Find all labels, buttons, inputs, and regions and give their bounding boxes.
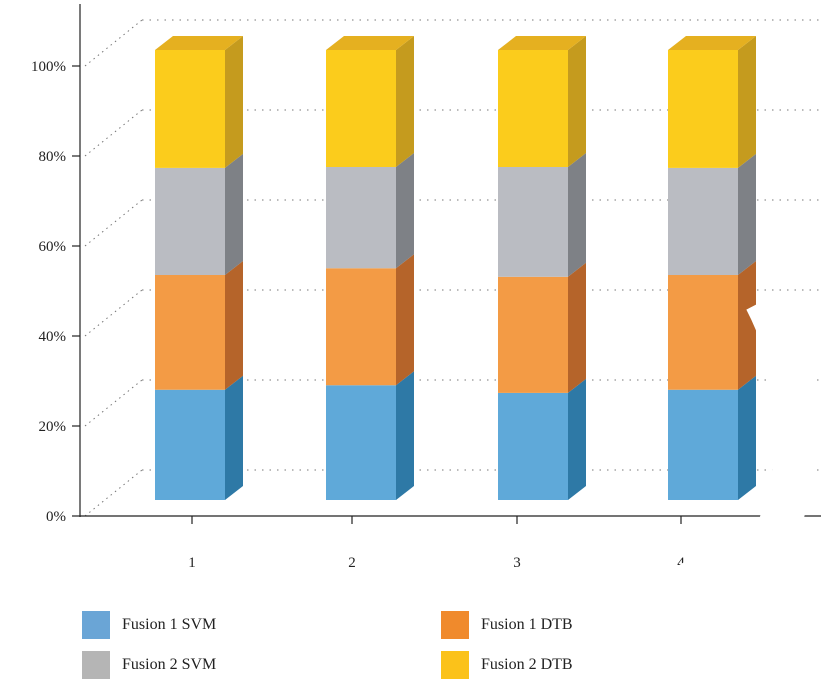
y-tick-label: 0% bbox=[46, 509, 66, 525]
legend-item-fusion-2-dtb: Fusion 2 DTB bbox=[441, 650, 573, 680]
bar-side bbox=[225, 153, 243, 275]
y-tick-label: 20% bbox=[39, 419, 67, 435]
bar-segment bbox=[155, 389, 225, 500]
bar-segment bbox=[326, 167, 396, 269]
y-tick-label: 80% bbox=[39, 149, 67, 165]
bar-top bbox=[498, 36, 586, 50]
y-tick-label: 100% bbox=[31, 59, 66, 75]
bar-side bbox=[738, 261, 756, 390]
bar-segment bbox=[326, 50, 396, 167]
bar-segment bbox=[668, 50, 738, 168]
bar-segment bbox=[155, 275, 225, 390]
bar-side bbox=[396, 153, 414, 269]
bar-side bbox=[738, 375, 756, 500]
bar-side bbox=[396, 254, 414, 386]
bar-segment bbox=[326, 268, 396, 386]
bar-segment bbox=[155, 167, 225, 275]
bar-side bbox=[396, 36, 414, 167]
bar-side bbox=[225, 375, 243, 500]
bar-segment bbox=[498, 50, 568, 167]
gridline-diagonal bbox=[84, 469, 143, 517]
y-tick-label: 40% bbox=[39, 329, 67, 345]
bar-side bbox=[225, 261, 243, 390]
gridline-diagonal bbox=[84, 199, 143, 247]
legend: Fusion 1 SVM Fusion 1 DTB Fusion 2 SVM F… bbox=[0, 600, 821, 680]
x-tick-label: 1 bbox=[188, 555, 196, 571]
y-tick-label: 60% bbox=[39, 239, 67, 255]
bar-segment bbox=[498, 276, 568, 393]
x-tick-label: 3 bbox=[513, 555, 521, 571]
gridline-diagonal bbox=[84, 289, 143, 337]
gridline-diagonal bbox=[84, 109, 143, 157]
bar-segment bbox=[155, 50, 225, 168]
bar-side bbox=[738, 36, 756, 168]
legend-swatch bbox=[82, 651, 110, 679]
legend-label: Fusion 1 DTB bbox=[481, 616, 573, 633]
stacked-bar-chart: 0% 20% 40% 60% 80% 100% 1 2 3 4 bbox=[31, 4, 821, 571]
bar-top bbox=[326, 36, 414, 50]
legend-item-fusion-1-dtb: Fusion 1 DTB bbox=[441, 610, 573, 640]
legend-label: Fusion 1 SVM bbox=[122, 616, 217, 633]
bar-top bbox=[668, 36, 756, 50]
bar-segment bbox=[668, 389, 738, 500]
bar-segment bbox=[498, 392, 568, 500]
bar-segment bbox=[326, 385, 396, 500]
legend-swatch bbox=[441, 651, 469, 679]
bar-segment bbox=[668, 275, 738, 390]
gridline-diagonal bbox=[84, 379, 143, 427]
legend-swatch bbox=[82, 611, 110, 639]
legend-label: Fusion 2 SVM bbox=[122, 656, 217, 673]
bar-side bbox=[568, 378, 586, 500]
legend-swatch bbox=[441, 611, 469, 639]
bar-side bbox=[568, 153, 586, 277]
bar-segment bbox=[498, 167, 568, 277]
bar-side bbox=[738, 153, 756, 275]
x-tick-label: 2 bbox=[348, 555, 356, 571]
bar-top bbox=[155, 36, 243, 50]
bar-side bbox=[225, 36, 243, 168]
bar-segment bbox=[668, 167, 738, 275]
legend-item-fusion-2-svm: Fusion 2 SVM bbox=[82, 650, 216, 680]
legend-item-fusion-1-svm: Fusion 1 SVM bbox=[82, 610, 216, 640]
legend-label: Fusion 2 DTB bbox=[481, 656, 573, 673]
bar-side bbox=[568, 262, 586, 393]
bar-side bbox=[568, 36, 586, 167]
x-tick-label: 4 bbox=[677, 555, 685, 571]
gridline-diagonal bbox=[84, 19, 143, 67]
bar-side bbox=[396, 371, 414, 500]
